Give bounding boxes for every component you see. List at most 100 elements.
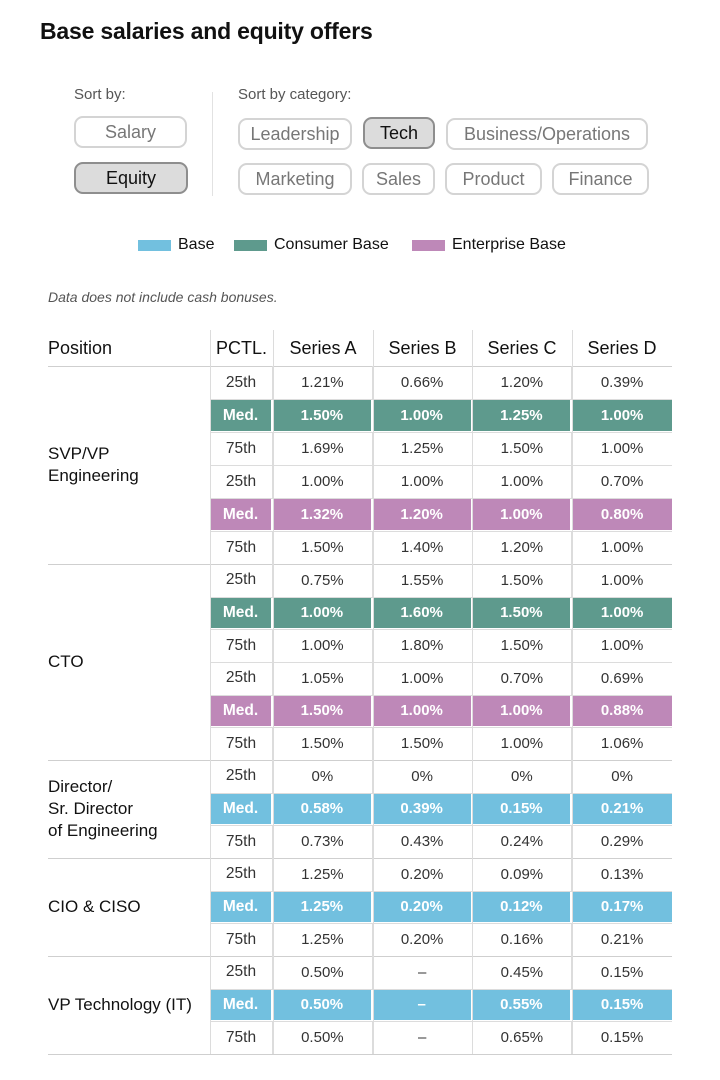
pctl-cell: Med. <box>210 989 273 1021</box>
category-finance-button[interactable]: Finance <box>552 163 649 195</box>
value-cell: 0.09% <box>473 858 573 891</box>
value-cell: 1.00% <box>472 499 573 530</box>
value-cell: – <box>372 989 473 1021</box>
sort-divider <box>212 92 213 196</box>
value-cell: 1.40% <box>373 531 473 564</box>
value-cell: 1.25% <box>472 400 573 431</box>
position-label: CTO <box>48 652 84 671</box>
pctl-cell: 25th <box>210 760 273 793</box>
value-cell: 1.00% <box>572 597 672 629</box>
value-cell: 0.75% <box>273 564 373 597</box>
legend-swatch-consumer-base <box>234 239 267 251</box>
row-divider <box>210 988 672 990</box>
group-divider <box>48 564 672 565</box>
value-cell: 1.00% <box>273 629 373 662</box>
table-row: 75th 1.50% 1.50% 1.00% 1.06% <box>210 727 672 760</box>
value-cell: 1.00% <box>473 727 573 760</box>
value-cell: 1.25% <box>373 432 473 465</box>
category-product-button[interactable]: Product <box>445 163 542 195</box>
value-cell: 0.13% <box>600 865 644 883</box>
value-cell: 0% <box>273 760 373 793</box>
value-cell: 0.21% <box>572 793 672 825</box>
column-divider <box>472 330 473 1054</box>
value-cell: 1.25% <box>273 858 373 891</box>
value-cell: – <box>373 956 473 989</box>
value-cell: 1.69% <box>273 432 373 465</box>
value-cell: 1.00% <box>372 400 473 431</box>
value-cell: 0.15% <box>572 989 672 1021</box>
column-divider <box>373 330 374 1054</box>
category-tech-button[interactable]: Tech <box>363 117 435 149</box>
pctl-cell: 75th <box>210 629 273 662</box>
table-row: 75th 1.00% 1.80% 1.50% 1.00% <box>210 629 672 662</box>
table-row: Med. 1.25% 0.20% 0.12% 0.17% <box>210 891 672 923</box>
legend-label-enterprise-base: Enterprise Base <box>452 236 566 253</box>
category-sales-button[interactable]: Sales <box>362 163 435 195</box>
sort-equity-button[interactable]: Equity <box>74 162 188 194</box>
table-row: 25th 1.25% 0.20% 0.09% 0.13% <box>210 858 672 891</box>
table-row: Med. 1.32% 1.20% 1.00% 0.80% <box>210 499 672 530</box>
page-title: Base salaries and equity offers <box>40 18 373 44</box>
category-marketing-button[interactable]: Marketing <box>238 163 352 195</box>
value-cell: 1.80% <box>373 629 473 662</box>
sort-salary-button[interactable]: Salary <box>74 116 187 148</box>
pctl-cell: 75th <box>210 432 273 465</box>
value-cell: 1.20% <box>473 366 573 399</box>
category-leadership-button[interactable]: Leadership <box>238 118 352 150</box>
value-cell: 0.20% <box>373 923 473 956</box>
value-cell: 1.32% <box>273 499 373 530</box>
row-divider <box>210 825 672 827</box>
value-cell: 0.65% <box>473 1021 573 1054</box>
pctl-cell: 75th <box>210 923 273 956</box>
value-cell: 0.58% <box>273 793 373 825</box>
value-cell: 0.15% <box>600 963 644 981</box>
value-cell: 0.88% <box>572 695 672 727</box>
value-cell: 1.21% <box>273 366 373 399</box>
value-cell: 0.70% <box>473 662 573 695</box>
row-divider <box>210 890 672 892</box>
value-cell: 1.25% <box>273 923 373 956</box>
value-cell: 0.73% <box>273 825 373 858</box>
category-business-operations-button[interactable]: Business/Operations <box>446 118 648 150</box>
value-cell: 0.39% <box>372 793 473 825</box>
value-cell: 1.00% <box>600 539 644 556</box>
value-cell: 0.45% <box>473 956 573 989</box>
table-row: 25th 0.50% –0.45% 0.15% <box>210 956 672 989</box>
value-cell: 1.20% <box>372 499 473 530</box>
value-cell: 1.50% <box>473 629 573 662</box>
value-cell: 0% <box>611 767 633 785</box>
table-row: Med. 1.50% 1.00% 1.00% 0.88% <box>210 695 672 727</box>
value-cell: 1.50% <box>472 597 573 629</box>
header-series-c: Series C <box>487 338 557 358</box>
group-divider <box>48 1054 672 1055</box>
value-cell: 1.00% <box>273 597 373 629</box>
pctl-cell: 75th <box>210 825 273 858</box>
pctl-cell: 25th <box>210 564 273 597</box>
value-cell: 1.00% <box>373 662 473 695</box>
table-row: 75th 1.25% 0.20% 0.16% 0.21% <box>210 923 672 956</box>
value-cell: 0.70% <box>600 473 644 490</box>
sort-by-category-label: Sort by category: <box>238 86 352 103</box>
legend-item-base: Base <box>138 235 214 255</box>
table-row: Med. 0.58% 0.39% 0.15% 0.21% <box>210 793 672 825</box>
header-series-b: Series B <box>388 338 457 358</box>
position-label: CIO & CISO <box>48 897 141 916</box>
value-cell: 0.24% <box>473 825 573 858</box>
row-divider <box>210 465 672 466</box>
value-cell: 0.21% <box>600 931 644 949</box>
value-cell: 1.00% <box>472 695 573 727</box>
header-series-d: Series D <box>587 338 657 358</box>
value-cell: 1.00% <box>572 400 672 431</box>
pctl-cell: Med. <box>210 499 273 530</box>
pctl-cell: Med. <box>210 793 273 825</box>
row-divider <box>210 1021 672 1023</box>
legend-label-base: Base <box>178 236 215 253</box>
value-cell: 1.00% <box>473 465 573 498</box>
value-cell: 1.00% <box>600 637 644 655</box>
value-cell: 0.20% <box>372 891 473 923</box>
pctl-cell: Med. <box>210 695 273 727</box>
value-cell: 0% <box>373 760 473 793</box>
value-cell: 1.50% <box>273 695 373 727</box>
value-cell: 1.60% <box>372 597 473 629</box>
row-divider <box>210 792 672 794</box>
